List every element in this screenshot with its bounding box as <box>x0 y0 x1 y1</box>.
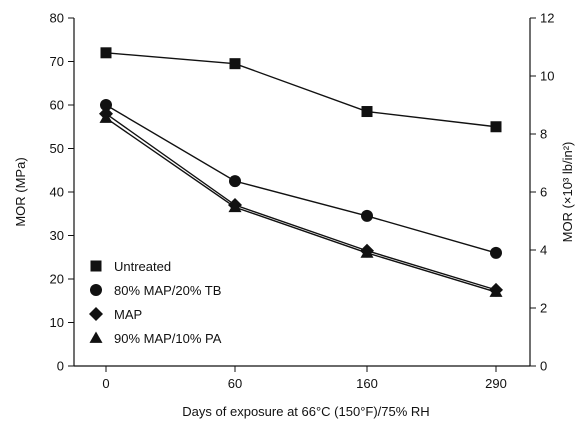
y-left-tick-label: 80 <box>50 11 64 26</box>
legend-marker-untreated <box>90 260 102 272</box>
x-tick-label: 60 <box>228 376 242 391</box>
data-point-80-map-20-tb <box>229 175 241 188</box>
data-point-90-map-10-pa <box>99 111 113 123</box>
y-right-tick-label: 10 <box>540 69 554 84</box>
y-axis-left-title: MOR (MPa) <box>13 157 28 226</box>
x-axis-title: Days of exposure at 66°C (150°F)/75% RH <box>182 404 429 419</box>
legend-label-80-map-20-tb: 80% MAP/20% TB <box>114 283 221 298</box>
data-point-untreated <box>490 121 502 133</box>
y-right-tick-label: 6 <box>540 185 547 200</box>
series-90-map-10-pa <box>99 111 503 297</box>
data-point-80-map-20-tb <box>100 99 112 111</box>
series-untreated <box>100 47 502 133</box>
data-point-80-map-20-tb <box>490 246 502 259</box>
series-line-map <box>105 113 497 291</box>
legend-item-90-map-10-pa: 90% MAP/10% PA <box>89 331 222 346</box>
legend-item-untreated: Untreated <box>90 259 171 274</box>
data-point-untreated <box>100 47 112 59</box>
y-left-tick-label: 50 <box>50 141 64 156</box>
legend-marker-map <box>89 307 103 321</box>
y-right-tick-label: 8 <box>540 127 547 142</box>
legend-item-80-map-20-tb: 80% MAP/20% TB <box>90 283 221 298</box>
y-right-tick-label: 12 <box>540 11 554 26</box>
y-left-tick-label: 30 <box>50 228 64 243</box>
y-axis-right-title: MOR (×10³ lb/in²) <box>560 142 575 243</box>
legend-item-map: MAP <box>89 307 142 322</box>
x-tick-label: 0 <box>102 376 109 391</box>
series-line-90-map-10-pa <box>105 117 497 293</box>
data-point-90-map-10-pa <box>228 200 242 213</box>
y-left-tick-label: 40 <box>50 185 64 200</box>
data-point-untreated <box>361 106 373 118</box>
y-left-tick-label: 20 <box>50 272 64 287</box>
series-line-80-map-20-tb <box>105 104 497 254</box>
y-right-tick-label: 4 <box>540 243 547 258</box>
y-right-tick-label: 2 <box>540 301 547 316</box>
y-left-tick-label: 0 <box>57 359 64 374</box>
x-tick-label: 160 <box>356 376 378 391</box>
data-point-80-map-20-tb <box>361 209 373 222</box>
legend-label-map: MAP <box>114 307 142 322</box>
x-tick-label: 290 <box>485 376 507 391</box>
axes-layer: 0 10 20 30 40 50 60 70 80 0 2 4 6 8 10 12 0 60 160 290 Days … <box>13 11 575 420</box>
legend-marker-90-map-10-pa <box>89 331 103 343</box>
legend-label-90-map-10-pa: 90% MAP/10% PA <box>114 331 222 346</box>
y-right-tick-label: 0 <box>540 359 547 374</box>
legend: Untreated 80% MAP/20% TB MAP 90% MAP/10% PA <box>89 259 222 346</box>
y-left-tick-label: 70 <box>50 54 64 69</box>
data-point-90-map-10-pa <box>489 285 503 297</box>
series-layer <box>99 47 503 297</box>
legend-marker-80-map-20-tb <box>90 284 102 296</box>
series-80-map-20-tb <box>100 99 502 259</box>
y-left-tick-label: 10 <box>50 315 64 330</box>
data-point-90-map-10-pa <box>360 246 374 258</box>
legend-label-untreated: Untreated <box>114 259 171 274</box>
y-left-tick-label: 60 <box>50 98 64 113</box>
series-line-untreated <box>105 52 497 128</box>
data-point-untreated <box>229 58 241 70</box>
